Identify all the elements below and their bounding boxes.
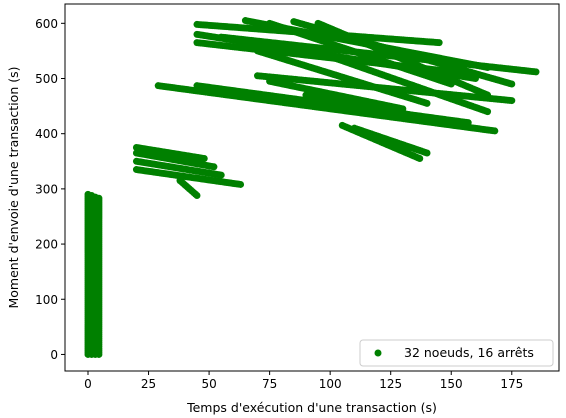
x-tick-label: 125 [379, 377, 402, 391]
x-tick-label: 25 [141, 377, 156, 391]
x-tick-label: 175 [500, 377, 523, 391]
x-tick-label: 150 [440, 377, 463, 391]
data-point [193, 192, 201, 199]
data-point [508, 97, 516, 105]
x-tick-label: 100 [319, 377, 342, 391]
x-axis-label: Temps d'exécution d'une transaction (s) [186, 400, 437, 415]
y-tick-label: 600 [35, 17, 58, 31]
x-tick-label: 50 [201, 377, 216, 391]
data-point [200, 155, 208, 163]
data-point [447, 119, 455, 127]
data-point [484, 108, 492, 116]
plot-frame [64, 3, 560, 372]
data-point [435, 39, 443, 47]
data-point [95, 194, 103, 202]
data-point [423, 149, 431, 157]
legend: 32 noeuds, 16 arrêts [359, 339, 554, 367]
data-point [237, 180, 245, 188]
y-axis-ticks: 0 100 200 300 400 500 600 [35, 17, 65, 362]
data-point [491, 127, 499, 135]
y-tick-label: 500 [35, 72, 58, 86]
y-tick-label: 300 [35, 182, 58, 196]
legend-entry: 32 noeuds, 16 arrêts [404, 345, 534, 360]
y-tick-label: 200 [35, 238, 58, 252]
data-point [423, 99, 431, 107]
y-tick-label: 0 [50, 348, 58, 362]
data-point [508, 80, 516, 88]
data-point [416, 155, 424, 163]
data-point [484, 91, 492, 99]
legend-marker [374, 349, 382, 357]
data-points [84, 17, 540, 358]
data-point [532, 68, 540, 76]
data-point [217, 171, 225, 179]
data-point [484, 63, 492, 71]
data-point [210, 163, 218, 171]
x-axis-ticks: 0 25 50 75 100 125 150 175 [84, 371, 523, 391]
y-tick-label: 400 [35, 127, 58, 141]
x-tick-label: 0 [84, 377, 92, 391]
y-tick-label: 100 [35, 293, 58, 307]
data-point [464, 119, 472, 127]
x-tick-label: 75 [262, 377, 277, 391]
legend-box [359, 339, 554, 367]
y-axis-label: Moment d'envoie d'une transaction (s) [6, 67, 21, 309]
